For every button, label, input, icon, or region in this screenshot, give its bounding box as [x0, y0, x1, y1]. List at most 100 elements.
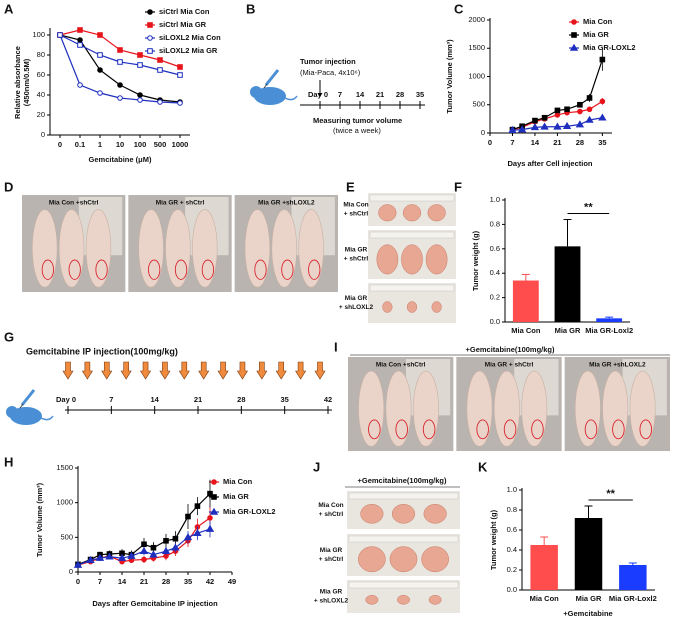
mouse-tail — [40, 415, 54, 421]
timeline-tick-label: 42 — [324, 395, 332, 404]
legend-label: Mia GR — [583, 30, 609, 39]
marker — [211, 479, 217, 485]
injection-arrow — [256, 361, 268, 380]
y-tick-label: 500 — [472, 100, 485, 109]
row-label: + shCtrl — [319, 511, 344, 518]
marker — [147, 48, 153, 54]
x-tick-label: 0 — [58, 140, 62, 149]
marker — [77, 82, 83, 88]
tumor-outline — [476, 419, 489, 440]
injection-arrow — [217, 361, 229, 380]
legend-label: siCtrl Mia GR — [159, 20, 207, 29]
tumor — [382, 301, 393, 313]
marker — [137, 52, 143, 58]
panel-letter: C — [454, 1, 464, 16]
marker — [562, 121, 572, 130]
x-tick-label: 0.1 — [75, 140, 85, 149]
mouse-photo — [629, 370, 656, 447]
marker — [97, 32, 103, 38]
x-tick-label: Mia Con — [511, 326, 541, 335]
legend-label: Mia GR-LOXL2 — [223, 507, 276, 516]
y-tick-label: 1.0 — [490, 195, 500, 204]
x-tick-label: Mia GR — [576, 594, 602, 603]
marker — [117, 82, 123, 88]
timeline-tick-label: 35 — [416, 90, 424, 99]
tumor — [431, 301, 442, 313]
legend-label: siCtrl Mia Con — [159, 7, 210, 16]
syringe — [264, 69, 280, 86]
marker — [95, 553, 105, 561]
marker — [77, 27, 83, 33]
tumor-outline — [308, 259, 321, 280]
tumor-outline — [584, 419, 598, 440]
marker — [97, 67, 103, 73]
injection-arrow — [139, 361, 152, 380]
x-tick-label: 49 — [228, 577, 236, 586]
panel-letter: G — [4, 329, 14, 344]
y-tick-label: 60 — [37, 70, 45, 79]
bar — [619, 565, 647, 590]
marker — [530, 123, 540, 131]
legend-label: siLOXL2 Mia GR — [159, 46, 218, 55]
photo-label: Mia Con +shCtrl — [376, 362, 426, 369]
marker — [599, 56, 606, 63]
marker — [193, 528, 202, 536]
bar — [574, 518, 603, 590]
marker — [599, 98, 606, 105]
panel-letter: F — [454, 179, 462, 194]
timeline-tick-label: 28 — [396, 90, 404, 99]
injection-arrow — [120, 361, 132, 380]
marker — [137, 62, 143, 68]
y-tick-label: 500 — [60, 532, 73, 541]
marker — [577, 108, 583, 115]
mouse-photo — [385, 370, 412, 447]
x-tick-label: 10 — [116, 140, 124, 149]
timeline-tick-label: 7 — [109, 395, 113, 404]
panel-letter: H — [4, 454, 13, 469]
photo-label: Mia GR + shCtrl — [156, 200, 205, 207]
panel-letter: I — [334, 339, 338, 354]
marker — [149, 550, 158, 558]
tumor — [406, 301, 418, 313]
injection-arrow — [178, 361, 190, 380]
y-tick-label: 0.4 — [490, 268, 500, 277]
panel-letter: K — [478, 459, 488, 474]
x-tick-label: 1 — [98, 140, 102, 149]
legend-label: Mia Con — [223, 477, 253, 486]
significance-label: ** — [606, 488, 615, 500]
tumor-outline — [639, 419, 653, 440]
photo-ruler — [348, 535, 459, 543]
mouse-photo — [32, 209, 58, 288]
y-axis-label: Tumor weight (g) — [489, 509, 498, 570]
y-axis-label: Tumor weight (g) — [471, 230, 480, 291]
marker — [571, 32, 577, 38]
marker — [172, 535, 179, 542]
x-axis-label: Gemcitabine (μM) — [89, 155, 152, 164]
mouse-photo — [58, 209, 85, 288]
marker — [157, 57, 163, 63]
injection-arrow — [198, 361, 210, 380]
y-tick-label: 0.4 — [507, 545, 517, 554]
marker — [517, 125, 527, 133]
mouse-photo — [413, 370, 439, 447]
mouse-photo — [466, 370, 493, 447]
mouse-photo — [244, 209, 271, 288]
timeline-tick-label: 21 — [376, 90, 384, 99]
marker — [207, 515, 213, 521]
timeline-tick-label: 7 — [338, 90, 342, 99]
marker — [598, 113, 607, 121]
mouse-tail — [284, 95, 298, 101]
mouse-photo — [192, 209, 218, 288]
x-axis-label: Days after Gemcitabine IP injection — [92, 599, 218, 608]
marker — [117, 95, 123, 101]
timeline-title: Gemcitabine IP injection(100mg/kg) — [26, 346, 178, 356]
bar — [554, 246, 581, 322]
photo-label: Mia GR +shLOXL2 — [589, 362, 646, 369]
marker — [137, 97, 143, 103]
marker — [77, 42, 83, 48]
tumor-outline — [254, 259, 267, 280]
marker — [117, 553, 127, 561]
legend-label: Mia Con — [583, 17, 613, 26]
y-tick-label: 0.2 — [507, 565, 517, 574]
tumor — [427, 204, 446, 222]
